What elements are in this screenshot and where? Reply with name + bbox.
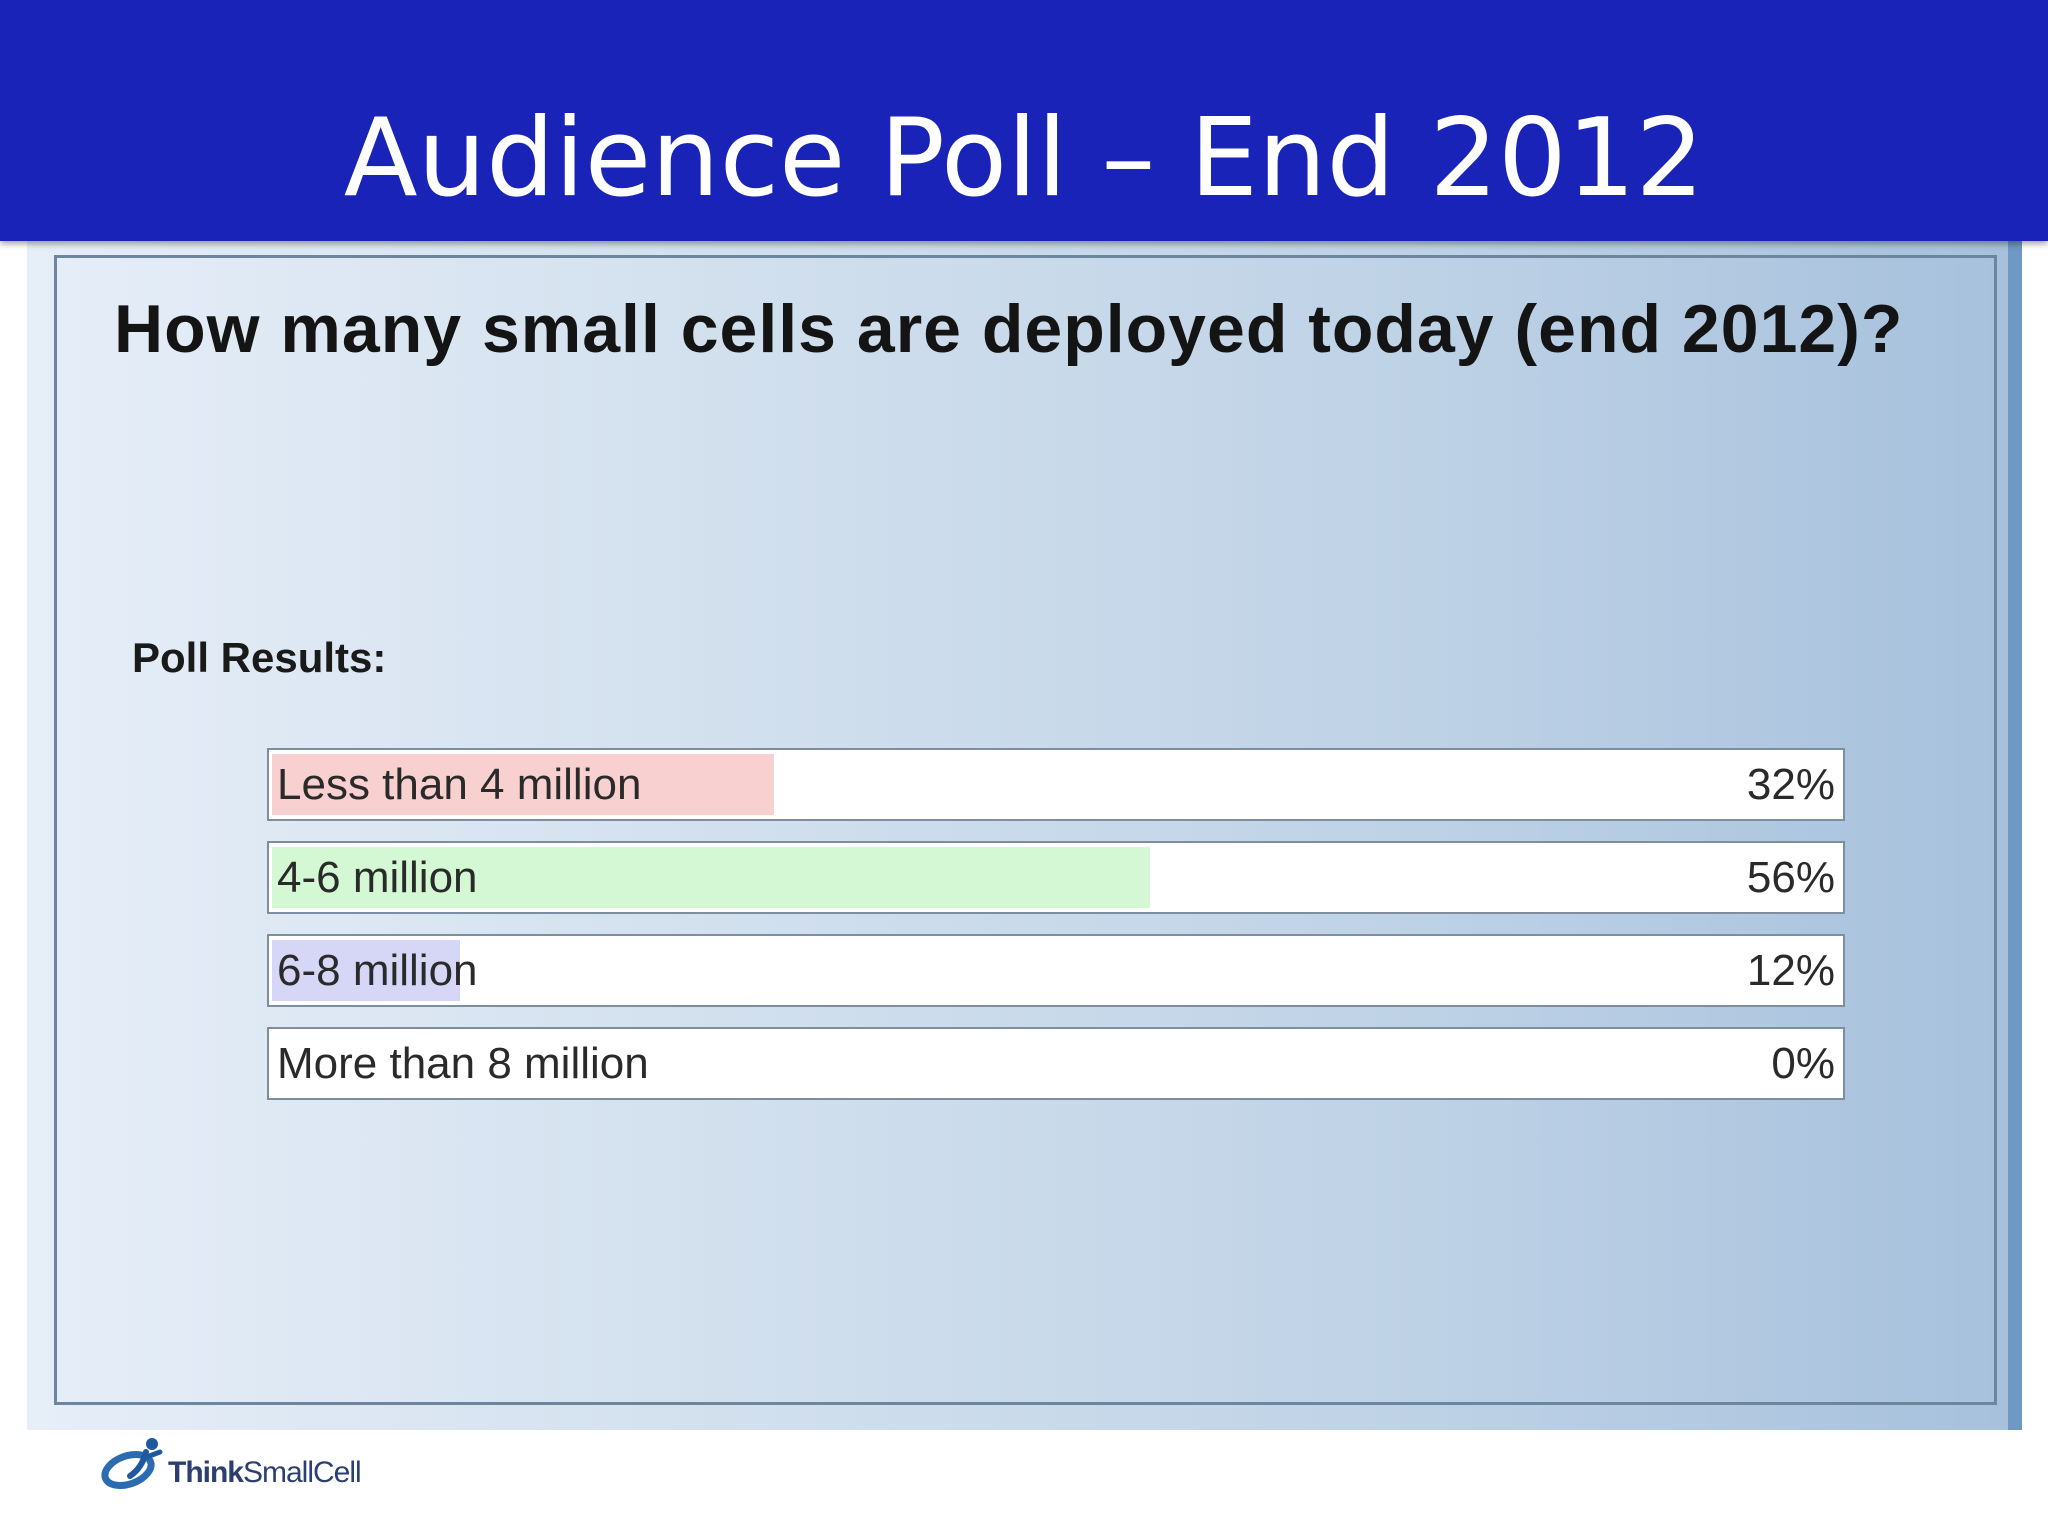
poll-question: How many small cells are deployed today … — [114, 291, 1904, 367]
poll-bar-row: 4-6 million 56% — [267, 841, 1845, 914]
poll-bar-row: More than 8 million 0% — [267, 1027, 1845, 1100]
poll-bar-row: Less than 4 million 32% — [267, 748, 1845, 821]
logo-wordmark: ThinkSmallCell — [168, 1456, 362, 1490]
poll-option-label: 4-6 million — [277, 853, 478, 902]
title-bar: Audience Poll – End 2012 — [0, 0, 2048, 241]
poll-results-chart: Less than 4 million 32% 4-6 million 56% 6-8 … — [267, 748, 1845, 1120]
poll-bar — [272, 847, 1151, 908]
logo-wordmark-bold: Think — [168, 1456, 244, 1489]
thinksmallcell-logo: ThinkSmallCell — [100, 1432, 400, 1502]
poll-option-label: Less than 4 million — [277, 760, 642, 809]
poll-option-label: More than 8 million — [277, 1039, 649, 1088]
poll-option-percent: 0% — [1771, 1039, 1835, 1088]
poll-option-percent: 56% — [1746, 853, 1835, 902]
person-swirl-logo-icon — [101, 1438, 163, 1490]
slide-title: Audience Poll – End 2012 — [343, 96, 1705, 221]
poll-bar-row: 6-8 million 12% — [267, 934, 1845, 1007]
poll-results-heading: Poll Results: — [132, 634, 387, 681]
poll-option-percent: 32% — [1746, 760, 1835, 809]
poll-panel: How many small cells are deployed today … — [27, 241, 2022, 1430]
poll-option-percent: 12% — [1746, 946, 1835, 995]
poll-bar — [272, 754, 774, 815]
logo-wordmark-regular: SmallCell — [243, 1456, 362, 1489]
poll-option-label: 6-8 million — [277, 946, 478, 995]
poll-frame: How many small cells are deployed today … — [54, 255, 1997, 1405]
poll-bar — [272, 940, 461, 1001]
